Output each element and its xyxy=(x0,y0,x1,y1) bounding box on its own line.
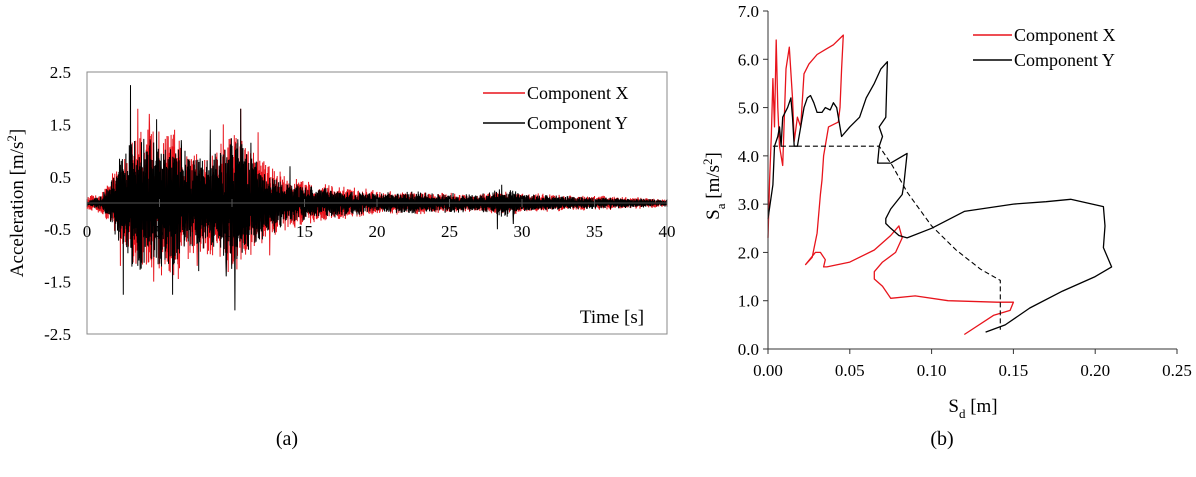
panel-a-y-tick-label: -1.5 xyxy=(44,273,71,292)
panel-b-x-tick-label: 0.05 xyxy=(835,361,865,380)
panel-b-caption: (b) xyxy=(930,428,953,450)
panel-a-x-tick-label: 40 xyxy=(659,222,676,241)
panel-b-legend: Component X Component Y xyxy=(973,25,1116,70)
panel-a-x-tick-label: 35 xyxy=(586,222,603,241)
panel-b-x-tick-label: 0.20 xyxy=(1080,361,1110,380)
panel-a-y-tick-label: 1.5 xyxy=(50,115,71,134)
panel-a-y-axis-label: Acceleration [m/s2] xyxy=(4,129,28,277)
panel-b-y-ticks: 0.0 1.0 2.0 3.0 4.0 5.0 6.0 7.0 xyxy=(738,2,768,359)
panel-a-caption: (a) xyxy=(276,428,298,450)
panel-a-x-tick-label: 10 xyxy=(224,222,241,241)
panel-a-y-tick-label: 0.5 xyxy=(50,168,71,187)
panel-b-x-axis-label: Sd [m] xyxy=(948,396,997,421)
panel-b-y-tick-label: 1.0 xyxy=(738,292,759,311)
panel-a-x-axis-label: Time [s] xyxy=(580,307,644,328)
panel-b-x-tick-label: 0.00 xyxy=(753,361,783,380)
panel-b-y-tick-label: 4.0 xyxy=(738,147,759,166)
panel-b-x-tick-label: 0.15 xyxy=(999,361,1029,380)
panel-a-legend-label-x: Component X xyxy=(527,83,629,103)
panel-b-x-tick-label: 0.10 xyxy=(917,361,947,380)
panel-a-y-ticks: 2.5 1.5 0.5 -0.5 -1.5 -2.5 xyxy=(44,63,71,344)
panel-b-y-tick-label: 3.0 xyxy=(738,195,759,214)
panel-b-series-line-x xyxy=(767,34,1015,336)
panel-b-legend-label-y: Component Y xyxy=(1014,50,1115,70)
panel-a-x-tick-label: 5 xyxy=(155,222,164,241)
panel-b-series-line-y xyxy=(767,61,1113,333)
panel-a-x-tick-label: 15 xyxy=(296,222,313,241)
panel-a-legend: Component X Component Y xyxy=(483,83,629,133)
panel-b-x-ticks: 0.00 0.05 0.10 0.15 0.20 0.25 xyxy=(753,349,1192,380)
panel-a-x-tick-label: 0 xyxy=(83,222,92,241)
panel-b-y-axis-label: Sa [m/s2] xyxy=(700,152,728,220)
panel-a-y-tick-label: 2.5 xyxy=(50,63,71,82)
panel-b-series-group xyxy=(767,34,1113,336)
panel-b-y-tick-label: 2.0 xyxy=(738,243,759,262)
panel-b-x-tick-label: 0.25 xyxy=(1162,361,1192,380)
panel-a-y-tick-label: -2.5 xyxy=(44,325,71,344)
panel-a-y-tick-label: -0.5 xyxy=(44,220,71,239)
panel-b-spectrum: 0.00 0.05 0.10 0.15 0.20 0.25 0.0 1.0 2.0 3.0 4.0… xyxy=(700,2,1192,450)
panel-b-y-tick-label: 0.0 xyxy=(738,340,759,359)
panel-b-legend-label-x: Component X xyxy=(1014,25,1116,45)
panel-a-legend-label-y: Component Y xyxy=(527,113,628,133)
panel-a-x-tick-label: 25 xyxy=(441,222,458,241)
panel-b-y-tick-label: 5.0 xyxy=(738,99,759,118)
panel-b-y-tick-label: 7.0 xyxy=(738,2,759,21)
panel-a-x-tick-label: 30 xyxy=(514,222,531,241)
panel-a-time-history: 0 5 10 15 20 25 30 35 40 2.5 1.5 0.5 -0.5 -1.5 -2.5 T… xyxy=(4,63,676,450)
panel-a-x-tick-label: 20 xyxy=(369,222,386,241)
panel-b-capacity-curve xyxy=(772,145,1001,330)
panel-a-x-ticks: 0 5 10 15 20 25 30 35 40 xyxy=(83,199,676,241)
panel-b-y-tick-label: 6.0 xyxy=(738,50,759,69)
